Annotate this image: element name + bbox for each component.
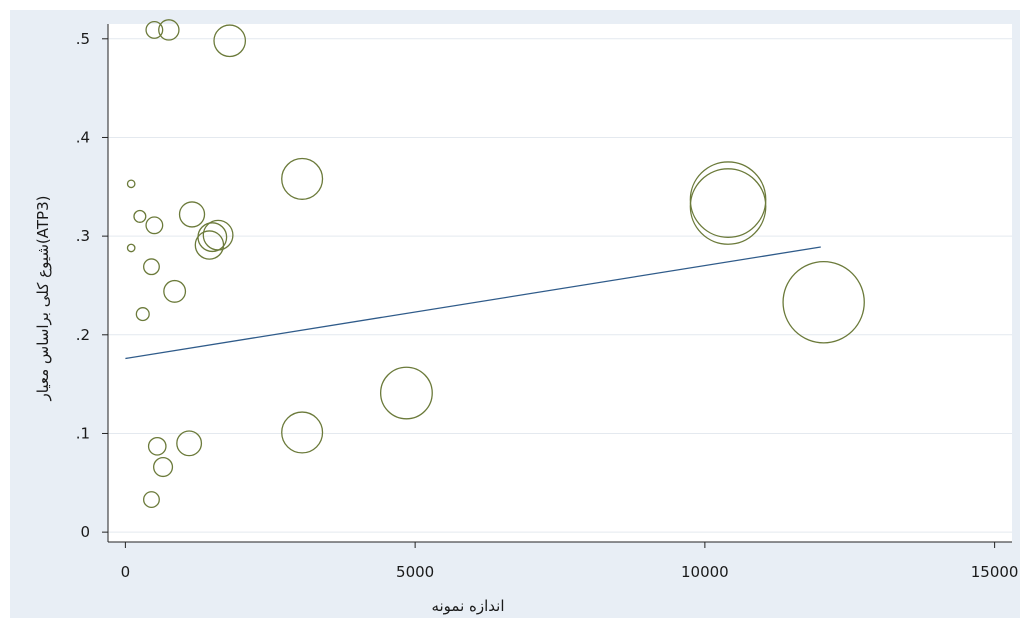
data-point (143, 258, 160, 276)
axes: 0 .1 .2 .3 .4 .5 0 5000 10000 15000 (76, 24, 1019, 581)
data-point (147, 436, 167, 456)
y-tick-label: .1 (76, 424, 90, 442)
data-point (213, 24, 247, 58)
x-tick-label: 0 (121, 563, 131, 581)
data-point (689, 168, 767, 245)
data-point (145, 216, 164, 235)
data-point (143, 491, 160, 509)
data-point (163, 279, 187, 303)
chart-frame: 0.1.2.3.4.5 0 5000 10000 15000 اندازه نمونه … (10, 10, 1020, 618)
data-point (135, 307, 150, 322)
y-tick-label: .2 (76, 326, 90, 344)
data-point (281, 411, 324, 454)
y-axis-title: شیوع کلی براساس معیار(ATP3) (34, 196, 52, 402)
plot-area (108, 24, 1012, 542)
y-tick-label: .4 (76, 128, 90, 146)
y-tick-label: .5 (76, 30, 90, 48)
data-point (176, 430, 203, 457)
plot-background (108, 24, 1012, 542)
scatter-chart: 0.1.2.3.4.50 5000 10000 15000 اندازه نمونه … (34, 19, 1019, 615)
data-point (126, 243, 136, 253)
fit-line-layer (125, 246, 821, 360)
data-point (379, 366, 433, 420)
x-tick-label: 10000 (681, 563, 729, 581)
data-point (133, 209, 147, 223)
y-tick-label: 0 (80, 523, 90, 541)
data-point (178, 201, 206, 228)
data-point (153, 456, 174, 478)
data-point (782, 260, 865, 344)
data-point (126, 179, 136, 189)
fit-line (125, 246, 821, 360)
data-point (194, 230, 225, 260)
x-tick-label: 5000 (396, 563, 434, 581)
x-axis-title: اندازه نمونه (431, 597, 504, 615)
data-point (281, 157, 324, 200)
x-tick-label: 15000 (971, 563, 1019, 581)
data-points (126, 19, 865, 509)
gridlines (108, 38, 1012, 533)
data-point (145, 20, 164, 39)
data-point (158, 19, 180, 41)
y-tick-label: .3 (76, 227, 90, 245)
